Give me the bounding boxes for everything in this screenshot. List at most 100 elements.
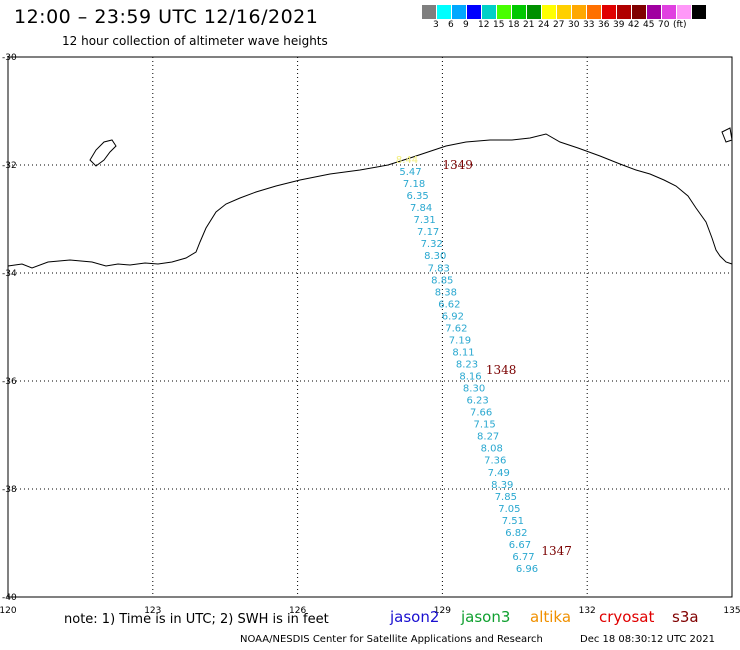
scale-label: 12 xyxy=(478,20,490,30)
scale-label: 6 xyxy=(448,20,454,30)
swh-value: 7.36 xyxy=(484,456,506,467)
scale-label: 33 xyxy=(583,20,595,30)
track-time-label: 1348 xyxy=(486,363,517,377)
scale-swatch xyxy=(647,5,662,19)
swh-value: 7.83 xyxy=(428,263,450,274)
latitude-tick-label: -36 xyxy=(2,377,17,387)
swh-value: 8.16 xyxy=(459,372,481,383)
scale-swatch xyxy=(452,5,467,19)
swh-value: 8.08 xyxy=(481,444,503,455)
swh-value: 6.82 xyxy=(505,528,527,539)
swh-value: 7.15 xyxy=(474,420,496,431)
scale-swatch xyxy=(602,5,617,19)
scale-swatch xyxy=(497,5,512,19)
scale-label: 24 xyxy=(538,20,550,30)
map-subtitle: 12 hour collection of altimeter wave hei… xyxy=(62,34,328,48)
latitude-tick-label: -30 xyxy=(2,53,17,63)
swh-value: 7.19 xyxy=(449,335,471,346)
scale-label: 18 xyxy=(508,20,520,30)
scale-swatch xyxy=(692,5,707,19)
track-time-label: 1347 xyxy=(541,544,572,558)
latitude-tick-label: -38 xyxy=(2,485,17,495)
swh-value: 6.67 xyxy=(509,540,531,551)
scale-swatch xyxy=(467,5,482,19)
track-time-label: 1349 xyxy=(442,158,473,172)
longitude-tick-label: 135 xyxy=(723,606,740,616)
scale-label: 9 xyxy=(463,20,469,30)
scale-swatch xyxy=(617,5,632,19)
swh-value: 8.39 xyxy=(491,480,513,491)
swh-value: 6.92 xyxy=(442,311,464,322)
scale-swatch xyxy=(482,5,497,19)
scale-label: 27 xyxy=(553,20,565,30)
scale-swatch xyxy=(527,5,542,19)
swh-value: 7.18 xyxy=(403,179,425,190)
color-scale-labels: 3 6 9 12 15 18 21 24 27 30 33 36 39 42 45 70 (ft) xyxy=(422,19,740,33)
wave-height-color-scale: 3 6 9 12 15 18 21 24 27 30 33 36 39 42 45 70 (ft) xyxy=(422,5,740,33)
swh-value: 6.35 xyxy=(406,191,428,202)
latitude-tick-label: -32 xyxy=(2,161,17,171)
scale-label: 15 xyxy=(493,20,505,30)
swh-value: 8.38 xyxy=(435,287,457,298)
scale-swatch xyxy=(662,5,677,19)
swh-value: 7.66 xyxy=(470,408,492,419)
scale-label: 39 xyxy=(613,20,625,30)
footer-note: note: 1) Time is in UTC; 2) SWH is in fe… xyxy=(64,612,329,627)
longitude-tick-label: 123 xyxy=(144,606,161,616)
legend-altika: altika xyxy=(530,608,572,626)
map-title: 12:00 – 23:59 UTC 12/16/2021 xyxy=(14,6,319,28)
swh-value: 7.62 xyxy=(445,323,467,334)
swh-value: 8.85 xyxy=(431,275,453,286)
color-scale-swatches xyxy=(422,5,740,19)
scale-label: (ft) xyxy=(673,20,687,30)
scale-label: 36 xyxy=(598,20,610,30)
swh-value: 7.17 xyxy=(417,227,439,238)
swh-value: 8.30 xyxy=(463,384,485,395)
scale-label: 45 xyxy=(643,20,655,30)
swh-value: 7.84 xyxy=(410,203,432,214)
legend-jason2: jason2 xyxy=(390,608,440,626)
credit-line: NOAA/NESDIS Center for Satellite Applica… xyxy=(240,634,543,645)
swh-value: 8.27 xyxy=(477,432,499,443)
scale-swatch xyxy=(422,5,437,19)
longitude-tick-label: 126 xyxy=(289,606,306,616)
swh-value: 7.51 xyxy=(502,516,524,527)
swh-value: 6.96 xyxy=(516,564,538,575)
swh-value: 8.11 xyxy=(452,347,474,358)
swh-value: 7.05 xyxy=(498,504,520,515)
swh-value: 7.32 xyxy=(421,239,443,250)
scale-swatch xyxy=(557,5,572,19)
legend-jason3: jason3 xyxy=(461,608,511,626)
scale-label: 3 xyxy=(433,20,439,30)
swh-value: 5.47 xyxy=(399,167,421,178)
swh-value: 7.31 xyxy=(414,215,436,226)
swh-value: 7.49 xyxy=(488,468,510,479)
latitude-tick-label: -40 xyxy=(2,593,17,603)
scale-label: 21 xyxy=(523,20,535,30)
island-outline xyxy=(89,139,117,167)
swh-value: 6.77 xyxy=(512,552,534,563)
longitude-tick-label: 120 xyxy=(0,606,17,616)
longitude-tick-label: 129 xyxy=(434,606,451,616)
coastline xyxy=(7,133,733,269)
swh-value: 7.85 xyxy=(495,492,517,503)
swh-value: 8.44 xyxy=(396,155,418,166)
scale-label: 70 xyxy=(658,20,670,30)
scale-swatch xyxy=(542,5,557,19)
scale-swatch xyxy=(587,5,602,19)
scale-label: 42 xyxy=(628,20,640,30)
scale-swatch xyxy=(632,5,647,19)
swh-value: 8.23 xyxy=(456,360,478,371)
longitude-tick-label: 132 xyxy=(579,606,596,616)
island-outline xyxy=(721,127,733,143)
swh-value: 6.62 xyxy=(438,299,460,310)
scale-swatch xyxy=(437,5,452,19)
legend-cryosat: cryosat xyxy=(599,608,655,626)
scale-label: 30 xyxy=(568,20,580,30)
swh-value: 8.30 xyxy=(424,251,446,262)
map-frame xyxy=(7,56,733,598)
latitude-tick-label: -34 xyxy=(2,269,17,279)
scale-swatch xyxy=(677,5,692,19)
timestamp: Dec 18 08:30:12 UTC 2021 xyxy=(580,634,715,645)
